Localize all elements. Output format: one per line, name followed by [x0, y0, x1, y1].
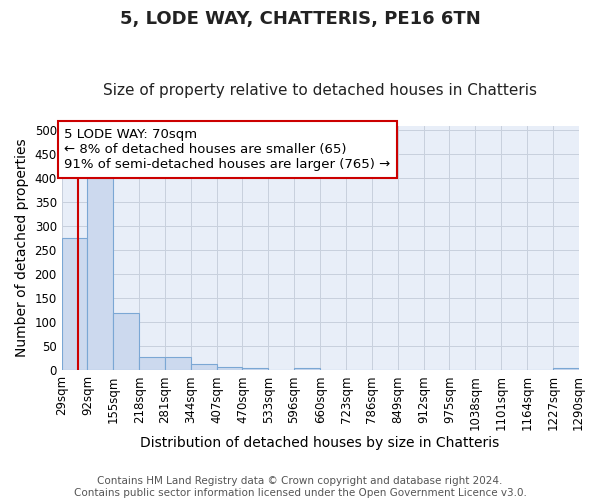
Bar: [294, 368, 320, 370]
Bar: [191, 364, 217, 370]
Text: 5, LODE WAY, CHATTERIS, PE16 6TN: 5, LODE WAY, CHATTERIS, PE16 6TN: [119, 10, 481, 28]
Bar: [217, 366, 242, 370]
Title: Size of property relative to detached houses in Chatteris: Size of property relative to detached ho…: [103, 83, 537, 98]
Bar: [553, 368, 578, 370]
Text: Contains HM Land Registry data © Crown copyright and database right 2024.
Contai: Contains HM Land Registry data © Crown c…: [74, 476, 526, 498]
Bar: [113, 313, 139, 370]
Bar: [62, 238, 88, 370]
Bar: [242, 368, 268, 370]
Text: 5 LODE WAY: 70sqm
← 8% of detached houses are smaller (65)
91% of semi-detached : 5 LODE WAY: 70sqm ← 8% of detached house…: [64, 128, 391, 171]
Y-axis label: Number of detached properties: Number of detached properties: [15, 138, 29, 358]
X-axis label: Distribution of detached houses by size in Chatteris: Distribution of detached houses by size …: [140, 436, 500, 450]
Bar: [165, 358, 191, 370]
Bar: [139, 358, 165, 370]
Bar: [88, 178, 113, 370]
